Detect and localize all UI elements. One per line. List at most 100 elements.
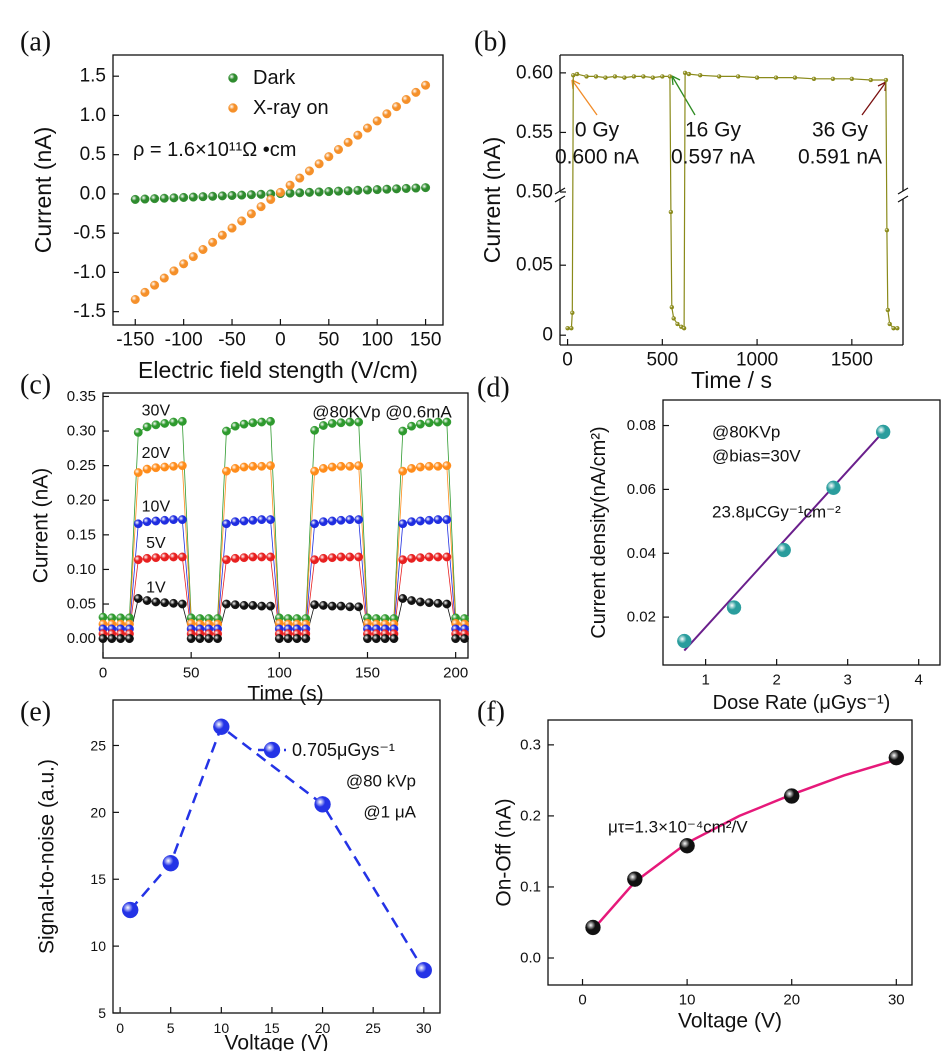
y-tick-label: 0.00 — [67, 630, 96, 647]
x-tick-label: 150 — [410, 330, 442, 351]
data-point — [460, 634, 469, 644]
data-point — [222, 466, 231, 476]
y-tick-label: 0.50 — [516, 182, 553, 203]
data-point — [681, 326, 687, 331]
data-point — [230, 464, 240, 473]
data-point — [735, 74, 741, 79]
x-tick-label: 2 — [772, 672, 780, 689]
y-axis-label: Signal-to-noise (a.u.) — [36, 759, 59, 954]
panel-label: (a) — [20, 27, 51, 58]
series-label: 20V — [142, 445, 171, 462]
data-point — [169, 193, 179, 203]
data-point — [248, 601, 258, 610]
data-point — [310, 519, 319, 529]
data-point — [336, 552, 346, 562]
y-tick-label: 0.02 — [627, 609, 656, 626]
data-point — [353, 185, 363, 195]
data-point — [327, 419, 337, 428]
axis-break — [897, 187, 909, 195]
y-tick-label: 0.0 — [520, 950, 541, 967]
x-tick-label: -50 — [218, 330, 245, 351]
data-point — [133, 468, 143, 477]
data-point — [169, 417, 178, 427]
data-point — [415, 553, 425, 563]
data-point — [248, 461, 258, 471]
data-point — [285, 188, 295, 198]
data-point — [407, 464, 416, 473]
x-axis-label: Voltage (V) — [678, 1010, 782, 1033]
data-point — [716, 74, 722, 79]
data-point — [169, 266, 179, 276]
data-point — [593, 74, 599, 79]
data-point — [363, 634, 372, 644]
data-point — [239, 601, 249, 610]
data-point — [314, 159, 324, 169]
data-point — [237, 190, 247, 200]
series-label: 5V — [146, 535, 166, 552]
arrow — [571, 79, 598, 116]
data-point — [398, 594, 408, 603]
data-point — [230, 421, 240, 431]
data-point — [343, 186, 353, 196]
data-point — [415, 462, 425, 472]
data-point — [442, 599, 452, 609]
x-tick-label: 30 — [416, 1020, 432, 1036]
data-point — [159, 193, 169, 203]
data-point — [336, 418, 346, 428]
y-axis-label: Current (nA) — [30, 127, 56, 254]
data-point — [442, 552, 452, 562]
data-point — [584, 74, 589, 79]
data-point — [891, 326, 896, 331]
data-point — [792, 75, 798, 80]
data-point — [421, 80, 431, 90]
y-tick-label: 0.15 — [67, 526, 96, 543]
data-point — [895, 326, 900, 331]
data-point — [631, 74, 637, 79]
plot-frame — [102, 392, 469, 659]
panel: 1 2 3 4 0.02 0.04 0.06 0.08 Dose Rate (μGys⁻¹) Cu… — [477, 373, 941, 714]
x-tick-label: -100 — [165, 330, 203, 351]
plot-frame — [112, 54, 444, 326]
data-point — [248, 418, 258, 428]
x-tick-label: 100 — [361, 330, 393, 351]
x-tick-label: 1000 — [736, 350, 778, 371]
data-point — [612, 74, 618, 79]
data-point — [169, 515, 178, 525]
data-point — [327, 462, 337, 472]
data-point — [314, 187, 324, 197]
annotation: @1 μA — [363, 803, 416, 822]
data-point — [151, 420, 161, 430]
x-tick-label: 10 — [214, 1020, 230, 1036]
legend-label: 0.705μGys⁻¹ — [292, 740, 395, 760]
x-tick-label: 50 — [183, 665, 200, 682]
y-tick-label: 0.3 — [520, 736, 541, 753]
plot-frame — [662, 399, 941, 666]
y-axis-label: Current (nA) — [479, 137, 505, 264]
data-point — [627, 871, 643, 887]
data-point — [150, 280, 160, 290]
data-point — [169, 552, 178, 562]
data-point — [266, 515, 275, 525]
data-point — [142, 596, 152, 605]
data-point — [398, 426, 408, 436]
data-point — [295, 173, 305, 183]
data-point — [354, 417, 364, 427]
data-point — [565, 326, 570, 331]
data-point — [324, 152, 334, 162]
data-point — [415, 961, 433, 979]
data-point — [826, 480, 841, 496]
data-point — [433, 515, 443, 525]
y-tick-label: 1.0 — [80, 105, 106, 126]
x-axis-label: Voltage (V) — [225, 1032, 329, 1051]
data-point — [849, 76, 855, 82]
axis-break — [897, 195, 909, 203]
data-point — [142, 464, 152, 474]
data-point — [407, 517, 416, 527]
data-point — [160, 598, 170, 608]
panel-label: (c) — [20, 370, 51, 401]
arrows — [571, 75, 887, 116]
data-point — [160, 419, 170, 428]
data-point — [686, 71, 692, 77]
data-point — [327, 553, 337, 563]
data-point — [151, 463, 161, 473]
